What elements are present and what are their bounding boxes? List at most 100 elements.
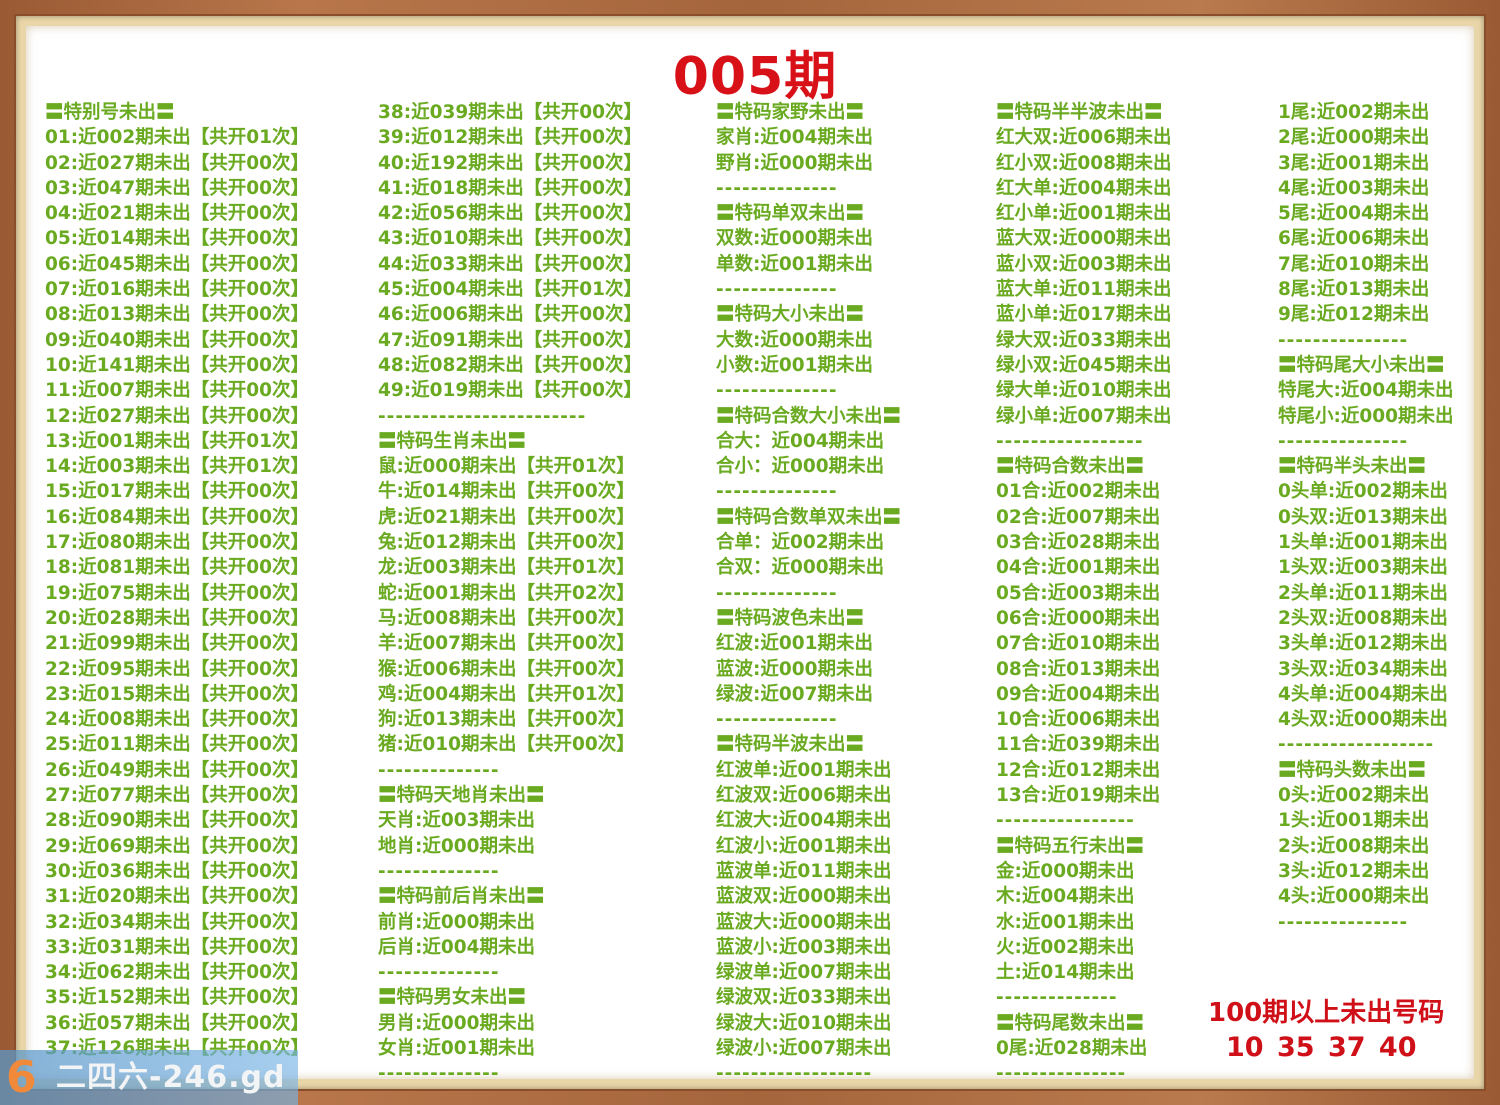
section-header: 〓特码尾大小未出〓 xyxy=(1278,354,1445,376)
section-header: 〓特码前后肖未出〓 xyxy=(378,886,545,908)
list-item: 14:近003期未出【共开01次】 xyxy=(45,456,310,478)
watermark-text: 二四六-246.gd xyxy=(56,1060,286,1095)
list-item: 3头单:近012期未出 xyxy=(1278,633,1448,655)
column-tails-heads: 1尾:近002期未出 2尾:近000期未出 3尾:近001期未出 4尾:近003期未出… xyxy=(1278,100,1454,935)
divider: -------------- xyxy=(378,962,500,984)
list-item: 20:近028期未出【共开00次】 xyxy=(45,607,310,629)
section-header: 〓特码波色未出〓 xyxy=(716,607,865,629)
list-item: 绿小双:近045期未出 xyxy=(996,354,1172,376)
list-item: 0头单:近002期未出 xyxy=(1278,481,1448,503)
list-item: 兔:近012期未出【共开00次】 xyxy=(378,532,635,554)
list-item: 红波单:近001期未出 xyxy=(716,759,892,781)
list-item: 家肖:近004期未出 xyxy=(716,127,874,149)
list-item: 04合:近001期未出 xyxy=(996,557,1161,579)
list-item: 2头:近008期未出 xyxy=(1278,835,1430,857)
list-item: 4头:近000期未出 xyxy=(1278,886,1430,908)
list-item: 3尾:近001期未出 xyxy=(1278,152,1430,174)
list-item: 1头双:近003期未出 xyxy=(1278,557,1448,579)
list-item: 41:近018期未出【共开00次】 xyxy=(378,177,643,199)
watermark: 6 二四六-246.gd xyxy=(0,1050,298,1105)
section-header: 〓特码生肖未出〓 xyxy=(378,430,527,452)
list-item: 34:近062期未出【共开00次】 xyxy=(45,962,310,984)
list-item: 25:近011期未出【共开00次】 xyxy=(45,734,310,756)
divider: ---------------- xyxy=(996,810,1135,832)
section-header: 〓特码家野未出〓 xyxy=(716,102,865,123)
list-item: 49:近019期未出【共开00次】 xyxy=(378,380,643,402)
list-item: 天肖:近003期未出 xyxy=(378,810,536,832)
board xyxy=(26,26,1474,1079)
list-item: 蓝波双:近000期未出 xyxy=(716,886,892,908)
list-item: 13合:近019期未出 xyxy=(996,785,1161,807)
list-item: 0头双:近013期未出 xyxy=(1278,506,1448,528)
divider: ------------------ xyxy=(1278,734,1435,756)
list-item: 绿波双:近033期未出 xyxy=(716,987,892,1009)
list-item: 0头:近002期未出 xyxy=(1278,785,1430,807)
column-attributes-waves: 〓特码家野未出〓 家肖:近004期未出 野肖:近000期未出 ------------… xyxy=(716,100,901,1087)
list-item: 绿波单:近007期未出 xyxy=(716,962,892,984)
section-header: 〓特码五行未出〓 xyxy=(996,835,1145,857)
section-header: 〓特码大小未出〓 xyxy=(716,304,865,326)
divider: -------------- xyxy=(716,582,838,604)
list-item: 红大双:近006期未出 xyxy=(996,127,1172,149)
list-item: 绿小单:近007期未出 xyxy=(996,405,1172,427)
list-item: 蓝小单:近017期未出 xyxy=(996,304,1172,326)
list-item: 28:近090期未出【共开00次】 xyxy=(45,810,310,832)
list-item: 31:近020期未出【共开00次】 xyxy=(45,886,310,908)
list-item: 6尾:近006期未出 xyxy=(1278,228,1430,250)
list-item: 后肖:近004期未出 xyxy=(378,936,536,958)
list-item: 09合:近004期未出 xyxy=(996,683,1161,705)
divider: ------------------ xyxy=(716,1063,873,1085)
list-item: 22:近095期未出【共开00次】 xyxy=(45,658,310,680)
list-item: 19:近075期未出【共开00次】 xyxy=(45,582,310,604)
list-item: 07合:近010期未出 xyxy=(996,633,1161,655)
list-item: 46:近006期未出【共开00次】 xyxy=(378,304,643,326)
divider: -------------- xyxy=(378,860,500,882)
section-header: 〓特码单双未出〓 xyxy=(716,203,865,225)
divider: -------------- xyxy=(996,987,1118,1009)
divider: --------------- xyxy=(996,1063,1127,1085)
list-item: 47:近091期未出【共开00次】 xyxy=(378,329,643,351)
list-item: 红波小:近001期未出 xyxy=(716,835,892,857)
list-item: 蓝波大:近000期未出 xyxy=(716,911,892,933)
list-item: 48:近082期未出【共开00次】 xyxy=(378,354,643,376)
list-item: 3头:近012期未出 xyxy=(1278,860,1430,882)
list-item: 1头:近001期未出 xyxy=(1278,810,1430,832)
list-item: 合小：近000期未出 xyxy=(716,456,885,478)
divider: -------------- xyxy=(716,177,838,199)
list-item: 红小双:近008期未出 xyxy=(996,152,1172,174)
list-item: 42:近056期未出【共开00次】 xyxy=(378,203,643,225)
list-item: 土:近014期未出 xyxy=(996,962,1135,984)
section-header: 〓特码尾数未出〓 xyxy=(996,1012,1145,1034)
divider: --------------- xyxy=(1278,329,1409,351)
list-item: 牛:近014期未出【共开00次】 xyxy=(378,481,635,503)
list-item: 鸡:近004期未出【共开01次】 xyxy=(378,683,635,705)
list-item: 小数:近001期未出 xyxy=(716,354,874,376)
section-header: 〓特码半半波未出〓 xyxy=(996,102,1163,123)
list-item: 猪:近010期未出【共开00次】 xyxy=(378,734,635,756)
list-item: 05:近014期未出【共开00次】 xyxy=(45,228,310,250)
list-item: 01合:近002期未出 xyxy=(996,481,1161,503)
list-item: 9尾:近012期未出 xyxy=(1278,304,1430,326)
divider: -------------- xyxy=(716,279,838,301)
list-item: 蓝波单:近011期未出 xyxy=(716,860,892,882)
list-item: 35:近152期未出【共开00次】 xyxy=(45,987,310,1009)
list-item: 绿大双:近033期未出 xyxy=(996,329,1172,351)
list-item: 24:近008期未出【共开00次】 xyxy=(45,709,310,731)
list-item: 17:近080期未出【共开00次】 xyxy=(45,532,310,554)
list-item: 木:近004期未出 xyxy=(996,886,1135,908)
divider: -------------- xyxy=(716,380,838,402)
list-item: 08:近013期未出【共开00次】 xyxy=(45,304,310,326)
list-item: 09:近040期未出【共开00次】 xyxy=(45,329,310,351)
divider: ----------------- xyxy=(996,430,1144,452)
list-item: 08合:近013期未出 xyxy=(996,658,1161,680)
list-item: 27:近077期未出【共开00次】 xyxy=(45,785,310,807)
list-item: 绿大单:近010期未出 xyxy=(996,380,1172,402)
list-item: 1头单:近001期未出 xyxy=(1278,532,1448,554)
list-item: 5尾:近004期未出 xyxy=(1278,203,1430,225)
list-item: 1尾:近002期未出 xyxy=(1278,102,1430,123)
list-item: 红大单:近004期未出 xyxy=(996,177,1172,199)
divider: -------------- xyxy=(378,759,500,781)
column-special-numbers: 〓特别号未出〓 01:近002期未出【共开01次】 02:近027期未出【共开00次… xyxy=(45,100,309,1061)
list-item: 10合:近006期未出 xyxy=(996,709,1161,731)
section-header: 〓特码合数未出〓 xyxy=(996,456,1145,478)
